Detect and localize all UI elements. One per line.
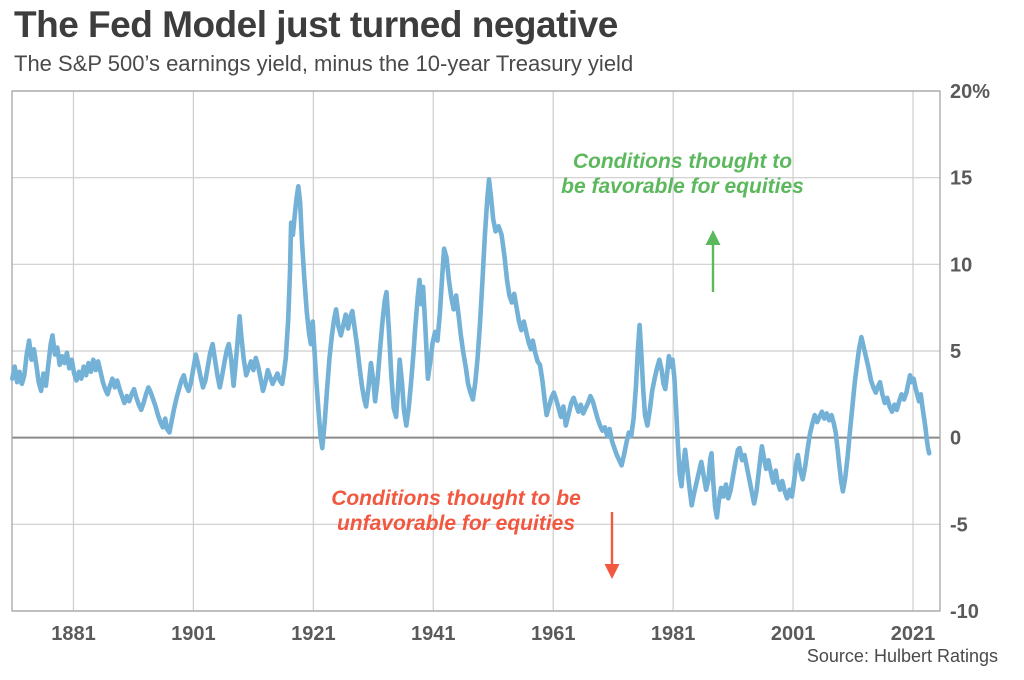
x-tick-label: 1881 xyxy=(51,623,96,645)
y-tick-label: -10 xyxy=(950,601,979,623)
annotation-unfavorable-line2: unfavorable for equities xyxy=(336,512,576,535)
y-tick-label: -5 xyxy=(950,514,968,536)
x-tick-label: 1961 xyxy=(531,623,576,645)
x-tick-label: 1901 xyxy=(171,623,216,645)
y-tick-label: 5 xyxy=(950,341,961,363)
page-subtitle: The S&P 500’s earnings yield, minus the … xyxy=(14,51,634,76)
up-arrow-icon xyxy=(705,230,721,245)
x-tick-label: 2021 xyxy=(891,623,936,645)
annotation-unfavorable: Conditions thought to be unfavorable for… xyxy=(270,486,642,536)
page-title: The Fed Model just turned negative xyxy=(14,4,618,45)
y-tick-label: 0 xyxy=(950,428,961,450)
x-tick-label: 1981 xyxy=(651,623,696,645)
y-tick-label: 15 xyxy=(950,168,972,190)
x-tick-label: 1921 xyxy=(291,623,336,645)
annotation-favorable-line1: Conditions thought to xyxy=(572,150,793,173)
x-tick-label: 2001 xyxy=(771,623,816,645)
source-label: Source: Hulbert Ratings xyxy=(806,646,998,666)
series-line xyxy=(10,177,932,520)
down-arrow-icon xyxy=(604,564,620,579)
plot-border xyxy=(11,90,941,612)
y-tick-label: 20% xyxy=(950,81,990,103)
annotation-favorable-line2: be favorable for equities xyxy=(561,175,804,198)
annotation-unfavorable-line1: Conditions thought to be xyxy=(331,487,581,510)
x-tick-label: 1941 xyxy=(411,623,456,645)
annotation-favorable: Conditions thought to be favorable for e… xyxy=(490,149,875,199)
y-tick-label: 10 xyxy=(950,254,972,276)
